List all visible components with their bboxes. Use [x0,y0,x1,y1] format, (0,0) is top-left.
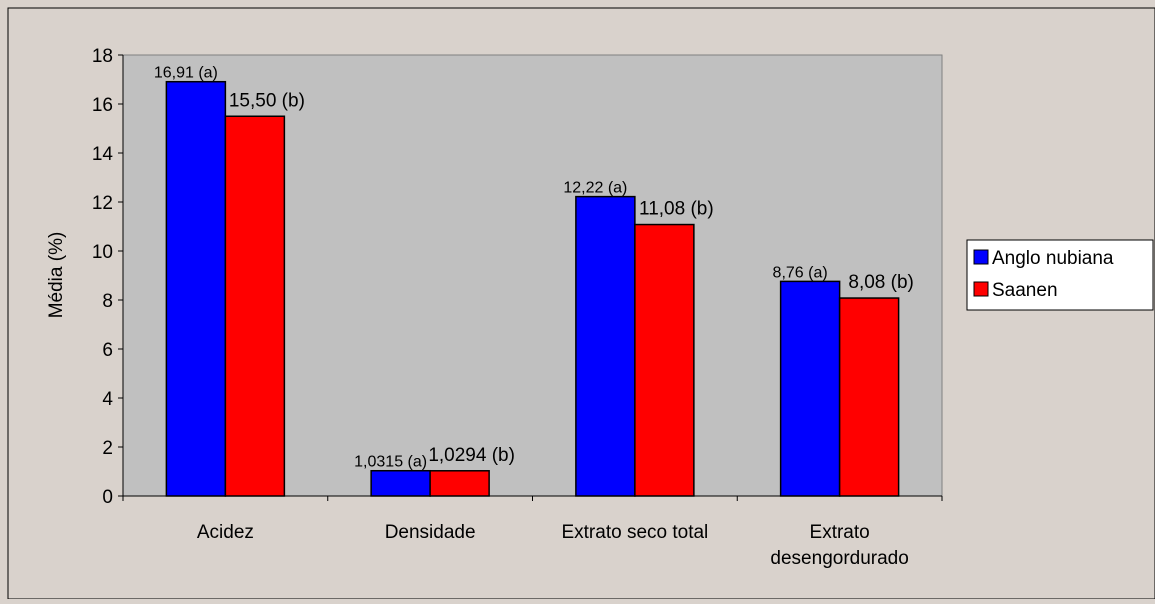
bar [165,80,227,497]
legend-label: Saanen [992,280,1058,301]
y-tick-label: 6 [102,340,113,361]
x-tick-labels-group: Acidez Densidade Extrato seco total Extrato… [197,522,909,569]
data-labels-group: 16,91 (a) 15,50 (b) 1,0315 (a) 1,0294 (b) 12… [154,65,914,471]
x-tick-label: Extrato [810,522,870,543]
bar [779,280,841,497]
data-label: 8,76 (a) [773,264,828,281]
x-tick-label: Extrato seco total [561,522,708,543]
bar [429,470,490,497]
y-tick-label: 10 [92,242,113,263]
legend-label: Anglo nubiana [992,248,1114,269]
data-label: 11,08 (b) [639,199,714,220]
legend-swatch [973,249,989,265]
y-tick-label: 16 [92,95,113,116]
data-label: 15,50 (b) [229,90,305,111]
data-label: 8,08 (b) [848,272,913,293]
legend-swatch [973,281,989,297]
legend-box [966,239,1154,311]
x-tick-label: Acidez [197,522,254,543]
bar [224,115,286,497]
bar [370,469,431,497]
data-label: 16,91 (a) [154,65,218,82]
y-tick-label: 8 [102,291,113,312]
y-tick-label: 2 [102,438,113,459]
legend: Anglo nubiana Saanen [966,239,1154,311]
x-tick-label: desengordurado [770,548,908,569]
data-label: 1,0294 (b) [428,445,515,466]
y-tick-label: 12 [92,193,113,214]
bar [838,297,900,497]
bar [634,223,695,497]
data-label: 12,22 (a) [563,180,627,197]
axes: 0 2 4 6 8 10 12 14 16 18 [92,46,943,508]
y-tick-label: 4 [102,389,113,410]
y-tick-label: 14 [92,144,114,165]
y-axis-label: Média (%) [46,232,67,319]
data-label: 1,0315 (a) [354,454,427,471]
bar [575,195,636,497]
x-tick-label: Densidade [385,522,476,543]
bars-group [165,80,900,497]
y-tick-label: 0 [102,487,113,508]
y-tick-label: 18 [92,46,113,67]
